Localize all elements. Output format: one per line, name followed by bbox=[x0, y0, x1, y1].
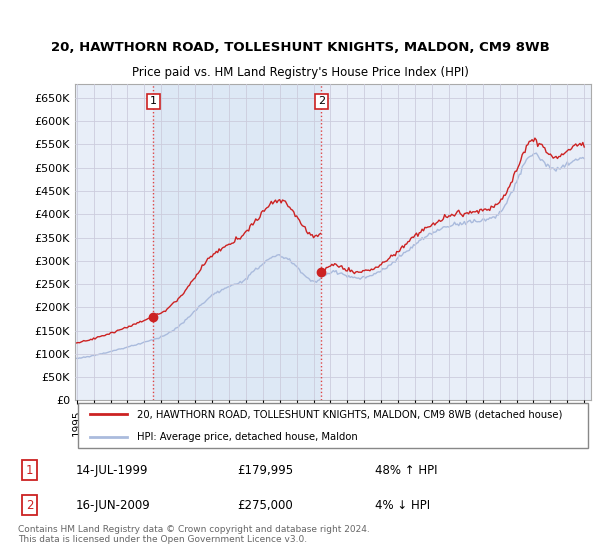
Text: Price paid vs. HM Land Registry's House Price Index (HPI): Price paid vs. HM Land Registry's House … bbox=[131, 67, 469, 80]
Text: 2: 2 bbox=[318, 96, 325, 106]
Text: HPI: Average price, detached house, Maldon: HPI: Average price, detached house, Mald… bbox=[137, 432, 358, 442]
Text: 48% ↑ HPI: 48% ↑ HPI bbox=[375, 464, 437, 477]
Text: £275,000: £275,000 bbox=[237, 499, 293, 512]
Text: 1: 1 bbox=[26, 464, 33, 477]
Text: 20, HAWTHORN ROAD, TOLLESHUNT KNIGHTS, MALDON, CM9 8WB (detached house): 20, HAWTHORN ROAD, TOLLESHUNT KNIGHTS, M… bbox=[137, 409, 562, 419]
Text: Contains HM Land Registry data © Crown copyright and database right 2024.
This d: Contains HM Land Registry data © Crown c… bbox=[18, 525, 370, 544]
Text: 14-JUL-1999: 14-JUL-1999 bbox=[76, 464, 148, 477]
Bar bbox=[154, 84, 322, 400]
Text: 20, HAWTHORN ROAD, TOLLESHUNT KNIGHTS, MALDON, CM9 8WB: 20, HAWTHORN ROAD, TOLLESHUNT KNIGHTS, M… bbox=[50, 41, 550, 54]
Text: 2: 2 bbox=[26, 499, 33, 512]
Text: £179,995: £179,995 bbox=[237, 464, 293, 477]
Text: 4% ↓ HPI: 4% ↓ HPI bbox=[375, 499, 430, 512]
Text: 1: 1 bbox=[150, 96, 157, 106]
Text: 16-JUN-2009: 16-JUN-2009 bbox=[76, 499, 151, 512]
